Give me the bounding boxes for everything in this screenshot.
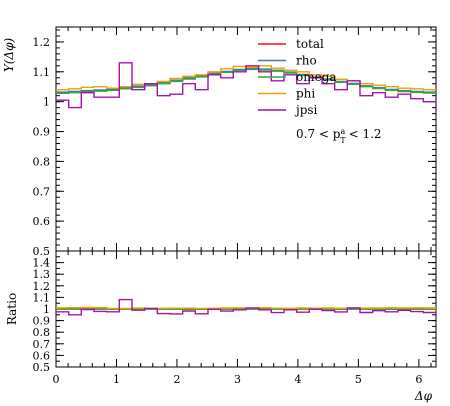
x-axis-label: Δφ	[414, 389, 433, 403]
main-ticks: 0.5 0.6 0.7 0.8 0.9 1 1.1 1.2	[33, 27, 436, 258]
ratio-ytick-label: 0.5	[33, 361, 51, 374]
main-series-jpsi	[56, 62, 436, 109]
main-ytick-label: 1	[43, 96, 50, 109]
annotation-tail: < 1.2	[349, 127, 382, 141]
ratio-ytick-label: 1.2	[33, 280, 51, 293]
ratio-ytick-label: 0.6	[33, 349, 51, 362]
ratio-ytick-label: 1	[43, 303, 50, 316]
main-ytick-label: 0.6	[33, 215, 51, 228]
main-ytick-label: 0.7	[33, 185, 51, 198]
ratio-ytick-label: 1.4	[33, 257, 51, 270]
legend-label-rho: rho	[296, 54, 317, 68]
ratio-ytick-label: 1.3	[33, 268, 51, 281]
main-ylabel: Y(Δφ)	[2, 38, 16, 73]
legend-label-total: total	[296, 37, 324, 51]
ratio-panel: 0.50.60.70.80.911.11.21.31.40 1 2 3 4 5 6 Rati…	[5, 250, 437, 403]
legend: total rho omega phi jpsi	[258, 37, 337, 117]
ratio-series-jpsi	[56, 298, 436, 316]
main-ytick-label: 1.2	[33, 36, 51, 49]
ratio-xtick-label: 4	[294, 373, 301, 386]
main-ytick-label: 0.5	[33, 245, 51, 258]
main-panel: 0.5 0.6 0.7 0.8 0.9 1 1.1 1.2 Y(Δφ)	[2, 26, 437, 258]
main-ytick-label: 1.1	[33, 66, 51, 79]
main-series	[56, 62, 436, 109]
ratio-xtick-label: 2	[173, 373, 180, 386]
ratio-xtick-label: 5	[355, 373, 362, 386]
ratio-xtick-label: 1	[113, 373, 120, 386]
legend-label-jpsi: jpsi	[294, 103, 318, 117]
ratio-ytick-label: 0.8	[33, 326, 51, 339]
ratio-ytick-label: 1.1	[33, 291, 51, 304]
main-ytick-label: 0.8	[33, 155, 51, 168]
annotation-sup: a	[340, 127, 345, 136]
ratio-xtick-label: 3	[234, 373, 241, 386]
ratio-ticks: 0.50.60.70.80.911.11.21.31.40 1 2 3 4 5 6	[33, 250, 436, 386]
ratio-ytick-label: 0.7	[33, 338, 51, 351]
annotation-sub: T	[340, 136, 346, 145]
main-ytick-label: 0.9	[33, 126, 51, 139]
legend-label-omega: omega	[296, 70, 337, 84]
ratio-ytick-label: 0.9	[33, 315, 51, 328]
ratio-series	[56, 298, 436, 316]
ratio-xtick-label: 6	[415, 373, 422, 386]
main-series-omega	[56, 68, 436, 94]
legend-label-phi: phi	[296, 87, 315, 101]
annotation-main: 0.7 < p	[296, 127, 341, 141]
ratio-xtick-label: 0	[53, 373, 60, 386]
ratio-ylabel: Ratio	[5, 293, 19, 325]
kinematic-annotation: 0.7 < pa T < 1.2	[296, 127, 382, 145]
